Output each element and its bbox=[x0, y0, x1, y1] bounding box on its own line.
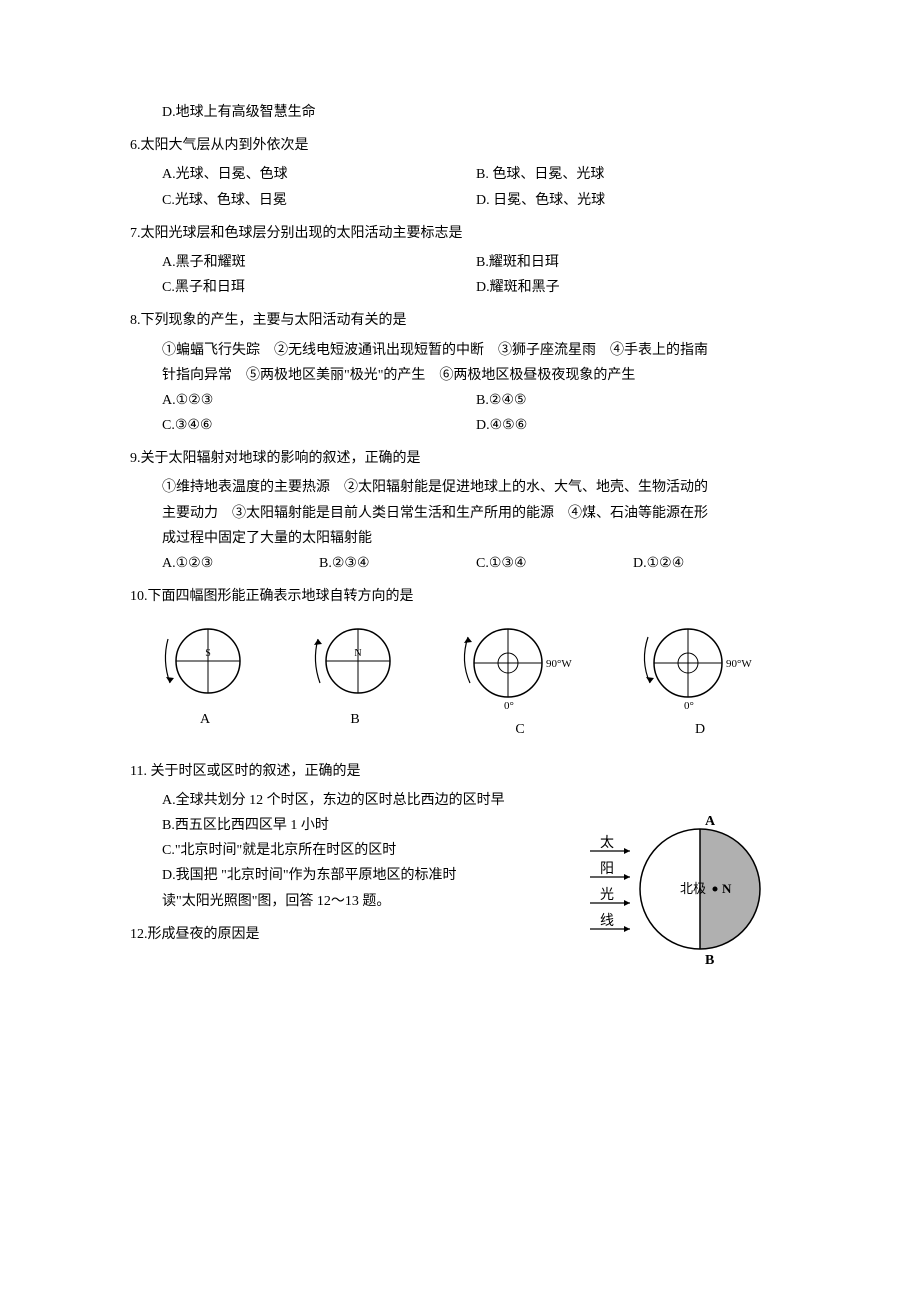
q8-stem: 8.下列现象的产生，主要与太阳活动有关的是 bbox=[130, 308, 790, 333]
svg-text:0°: 0° bbox=[684, 700, 694, 711]
svg-text:A: A bbox=[705, 814, 716, 829]
q9-sub1: ①维持地表温度的主要热源 ②太阳辐射能是促进地球上的水、大气、地壳、生物活动的 bbox=[130, 475, 790, 500]
q7-option-b: B.耀斑和日珥 bbox=[476, 250, 790, 275]
svg-text:S: S bbox=[205, 648, 211, 659]
q9-option-d: D.①②④ bbox=[633, 551, 790, 576]
q10-stem: 10.下面四幅图形能正确表示地球自转方向的是 bbox=[130, 584, 790, 609]
q8-option-d: D.④⑤⑥ bbox=[476, 413, 790, 438]
q6-option-b: B. 色球、日冕、光球 bbox=[476, 162, 790, 187]
question-6: 6.太阳大气层从内到外依次是 A.光球、日冕、色球 B. 色球、日冕、光球 C.… bbox=[130, 133, 790, 213]
q7-option-d: D.耀斑和黑子 bbox=[476, 275, 790, 300]
svg-text:N: N bbox=[722, 881, 732, 896]
q10-label-d: D bbox=[695, 717, 705, 742]
q8-sub1: ①蝙蝠飞行失踪 ②无线电短波通讯出现短暂的中断 ③狮子座流星雨 ④手表上的指南 bbox=[130, 338, 790, 363]
svg-text:0°: 0° bbox=[504, 700, 514, 711]
q8-option-c: C.③④⑥ bbox=[162, 413, 476, 438]
svg-text:北极: 北极 bbox=[680, 881, 706, 896]
q8-option-b: B.②④⑤ bbox=[476, 388, 790, 413]
globe-a-icon: S bbox=[150, 621, 260, 701]
q9-sub3: 成过程中固定了大量的太阳辐射能 bbox=[130, 526, 790, 551]
q7-option-c: C.黑子和日珥 bbox=[162, 275, 476, 300]
q9-stem: 9.关于太阳辐射对地球的影响的叙述，正确的是 bbox=[130, 446, 790, 471]
q9-option-b: B.②③④ bbox=[319, 551, 476, 576]
q7-option-a: A.黑子和耀斑 bbox=[162, 250, 476, 275]
q8-row2: C.③④⑥ D.④⑤⑥ bbox=[130, 413, 790, 438]
q10-label-b: B bbox=[350, 707, 359, 732]
svg-text:光: 光 bbox=[600, 887, 614, 903]
q7-row1: A.黑子和耀斑 B.耀斑和日珥 bbox=[130, 250, 790, 275]
q7-row2: C.黑子和日珥 D.耀斑和黑子 bbox=[130, 275, 790, 300]
q10-figure-c: 90°W 0° C bbox=[450, 621, 590, 742]
globe-b-icon: N bbox=[300, 621, 410, 701]
svg-text:B: B bbox=[705, 953, 714, 968]
q10-figures: S A N B 90°W bbox=[130, 613, 790, 750]
q10-label-c: C bbox=[515, 717, 524, 742]
svg-text:线: 线 bbox=[600, 913, 614, 929]
svg-text:阳: 阳 bbox=[600, 861, 614, 877]
svg-text:90°W: 90°W bbox=[546, 658, 572, 670]
q9-row: A.①②③ B.②③④ C.①③④ D.①②④ bbox=[130, 551, 790, 576]
svg-text:N: N bbox=[354, 648, 361, 659]
q6-row1: A.光球、日冕、色球 B. 色球、日冕、光球 bbox=[130, 162, 790, 187]
sun-diagram-icon: N 北极 A B 太 阳 光 线 bbox=[580, 809, 800, 969]
q11-stem: 11. 关于时区或区时的叙述，正确的是 bbox=[130, 759, 790, 784]
q9-option-c: C.①③④ bbox=[476, 551, 633, 576]
question-7: 7.太阳光球层和色球层分别出现的太阳活动主要标志是 A.黑子和耀斑 B.耀斑和日… bbox=[130, 221, 790, 301]
question-9: 9.关于太阳辐射对地球的影响的叙述，正确的是 ①维持地表温度的主要热源 ②太阳辐… bbox=[130, 446, 790, 576]
q9-option-a: A.①②③ bbox=[162, 551, 319, 576]
q10-figure-d: 90°W 0° D bbox=[630, 621, 770, 742]
question-10: 10.下面四幅图形能正确表示地球自转方向的是 S A N bbox=[130, 584, 790, 750]
q10-figure-a: S A bbox=[150, 621, 260, 732]
q8-sub2: 针指向异常 ⑤两极地区美丽"极光"的产生 ⑥两极地区极昼极夜现象的产生 bbox=[130, 363, 790, 388]
svg-text:90°W: 90°W bbox=[726, 658, 752, 670]
question-8: 8.下列现象的产生，主要与太阳活动有关的是 ①蝙蝠飞行失踪 ②无线电短波通讯出现… bbox=[130, 308, 790, 438]
q10-figure-b: N B bbox=[300, 621, 410, 732]
q11-option-d-left: D.我国把 "北京时间"作为东部平原地区的标准时 bbox=[162, 863, 512, 888]
question-5-remnant: D.地球上有高级智慧生命 bbox=[130, 100, 790, 125]
q10-label-a: A bbox=[200, 707, 210, 732]
q6-stem: 6.太阳大气层从内到外依次是 bbox=[130, 133, 790, 158]
q8-row1: A.①②③ B.②④⑤ bbox=[130, 388, 790, 413]
q9-sub2: 主要动力 ③太阳辐射能是目前人类日常生活和生产所用的能源 ④煤、石油等能源在形 bbox=[130, 501, 790, 526]
q6-row2: C.光球、色球、日冕 D. 日冕、色球、光球 bbox=[130, 188, 790, 213]
q6-option-c: C.光球、色球、日冕 bbox=[162, 188, 476, 213]
q6-option-a: A.光球、日冕、色球 bbox=[162, 162, 476, 187]
q6-option-d: D. 日冕、色球、光球 bbox=[476, 188, 790, 213]
sun-illumination-diagram: N 北极 A B 太 阳 光 线 bbox=[580, 809, 800, 978]
svg-text:太: 太 bbox=[600, 835, 614, 851]
globe-c-icon: 90°W 0° bbox=[450, 621, 590, 711]
q8-option-a: A.①②③ bbox=[162, 388, 476, 413]
globe-d-icon: 90°W 0° bbox=[630, 621, 770, 711]
q5-option-d: D.地球上有高级智慧生命 bbox=[130, 100, 790, 125]
q7-stem: 7.太阳光球层和色球层分别出现的太阳活动主要标志是 bbox=[130, 221, 790, 246]
question-11-wrapper: 11. 关于时区或区时的叙述，正确的是 A.全球共划分 12 个时区，东边的区时… bbox=[130, 759, 790, 947]
